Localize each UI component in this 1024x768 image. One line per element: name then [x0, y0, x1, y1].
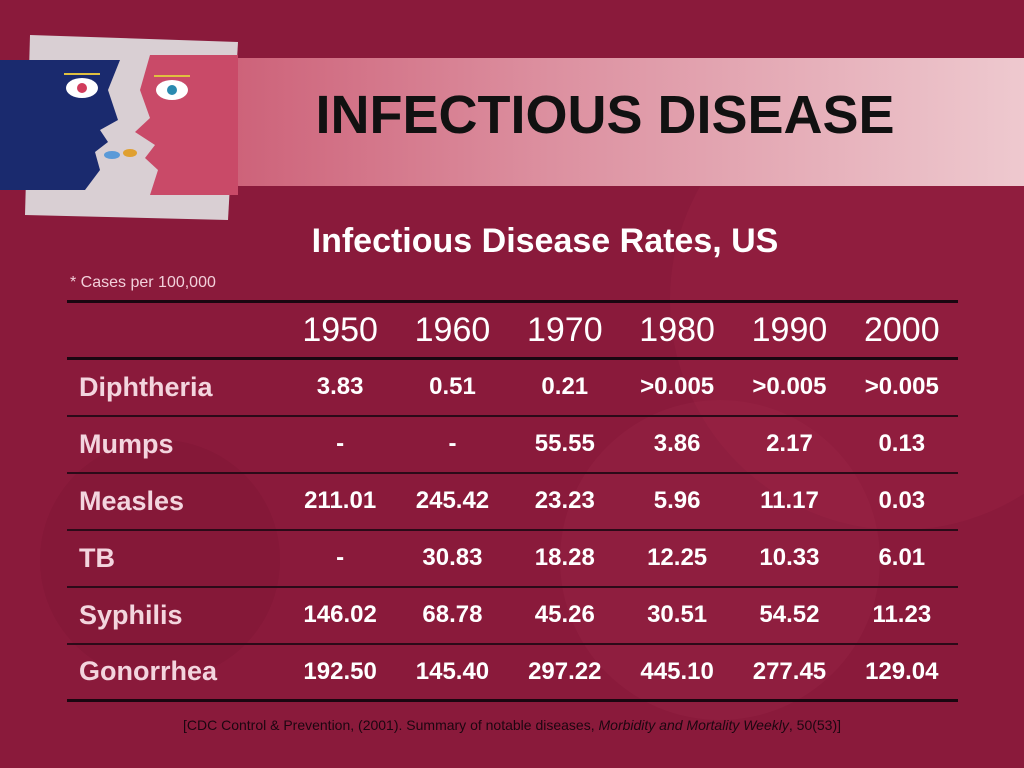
column-header: 1990: [751, 310, 828, 349]
rate-cell: 68.78: [422, 601, 483, 628]
disease-name: Gonorrhea: [79, 656, 218, 687]
column-header: 1980: [639, 310, 715, 349]
rate-cell: 11.23: [872, 601, 932, 628]
rate-cell: 11.17: [760, 487, 819, 514]
rate-cell: 192.50: [303, 657, 377, 685]
citation-suffix: , 50(53)]: [788, 717, 842, 733]
rate-cell: >0.005: [864, 373, 939, 401]
table-row: Gonorrhea 192.50 145.40 297.22 445.10 27…: [67, 644, 958, 701]
disease-name: TB: [79, 542, 115, 573]
slide-title: INFECTIOUS DISEASE: [315, 85, 895, 145]
disease-rates-table: 1950 1960 1970 1980 1990 2000 Diphtheria…: [67, 300, 958, 702]
disease-name: Diphtheria: [79, 371, 213, 402]
rate-cell: 55.55: [534, 430, 595, 457]
rate-cell: 0.51: [429, 373, 476, 401]
table-row: TB - 30.83 18.28 12.25 10.33 6.01: [67, 530, 958, 587]
rate-cell: 129.04: [865, 657, 939, 685]
rate-cell: 12.25: [647, 544, 708, 571]
rate-cell: 145.40: [415, 657, 490, 685]
disease-name: Measles: [79, 485, 185, 516]
rate-cell: 45.26: [534, 601, 595, 628]
rate-cell: 23.23: [534, 487, 595, 514]
rate-cell: 2.17: [766, 430, 813, 457]
rate-cell: 245.42: [415, 487, 490, 514]
table-row: Diphtheria 3.83 0.51 0.21 >0.005 >0.005 …: [67, 359, 958, 416]
column-header: 1950: [302, 310, 378, 349]
rate-cell: 277.45: [752, 657, 827, 685]
rate-cell: 30.83: [422, 544, 483, 571]
table-row: Syphilis 146.02 68.78 45.26 30.51 54.52 …: [67, 587, 958, 644]
rate-cell: -: [448, 430, 457, 457]
rate-cell: 211.01: [304, 487, 377, 514]
rate-cell: 6.01: [878, 544, 926, 571]
rate-cell: 146.02: [303, 601, 377, 628]
rate-cell: 18.28: [534, 544, 595, 571]
rate-cell: >0.005: [640, 373, 715, 401]
table-row: Measles 211.01 245.42 23.23 5.96 11.17 0…: [67, 473, 958, 530]
rate-cell: >0.005: [752, 373, 827, 401]
rate-cell: 54.52: [759, 601, 820, 628]
column-header: 1960: [414, 310, 491, 349]
rate-cell: 3.83: [316, 373, 364, 401]
citation-journal: Morbidity and Mortality Weekly: [598, 717, 789, 733]
rate-cell: 10.33: [759, 544, 820, 571]
rate-cell: -: [336, 430, 345, 457]
table-title: Infectious Disease Rates, US: [311, 222, 779, 260]
table-row: Mumps - - 55.55 3.86 2.17 0.13: [67, 416, 958, 473]
title-band: [150, 58, 1024, 186]
disease-name: Syphilis: [79, 599, 183, 630]
rate-cell: 30.51: [647, 601, 708, 628]
rate-cell: 297.22: [528, 657, 602, 685]
rate-cell: 445.10: [640, 657, 714, 685]
column-header: 1970: [526, 310, 603, 349]
disease-name: Mumps: [79, 428, 174, 459]
two-faces-logo-icon: [0, 35, 238, 220]
unit-note: * Cases per 100,000: [70, 274, 216, 291]
rate-cell: 0.21: [541, 373, 589, 401]
rate-cell: 5.96: [653, 487, 701, 514]
rate-cell: 0.03: [878, 487, 926, 514]
column-header: 2000: [863, 310, 940, 349]
citation: [CDC Control & Prevention, (2001). Summa…: [0, 717, 1024, 733]
rate-cell: 3.86: [653, 430, 701, 457]
rate-cell: 0.13: [878, 430, 926, 457]
citation-prefix: [CDC Control & Prevention, (2001). Summa…: [182, 717, 599, 733]
rate-cell: -: [336, 544, 345, 571]
table-header-blank: [67, 302, 284, 359]
table-header-row: 1950 1960 1970 1980 1990 2000: [67, 301, 958, 359]
